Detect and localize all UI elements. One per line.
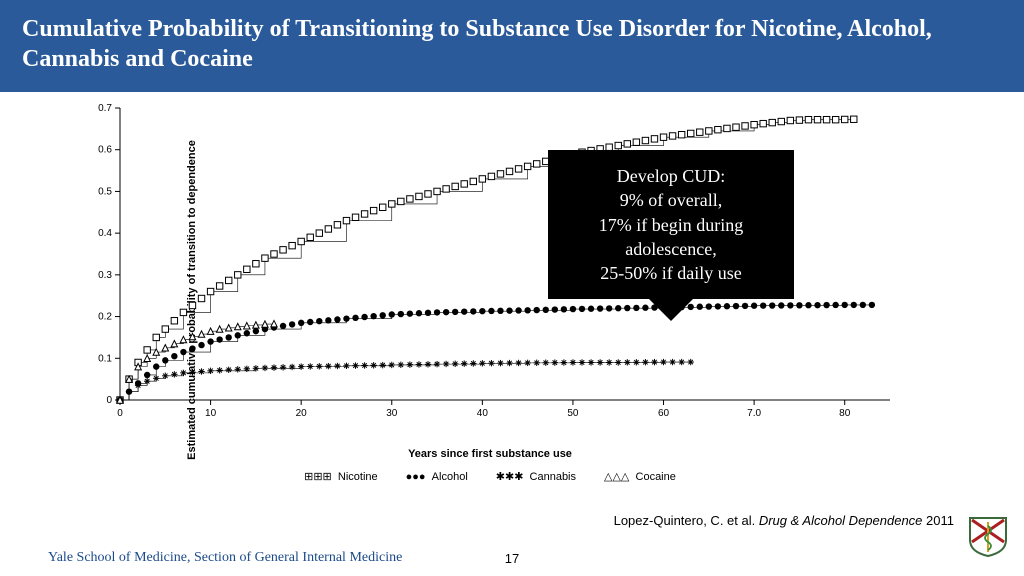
legend-item-nicotine: ⊞⊞⊞ Nicotine <box>304 471 378 483</box>
callout-line: 17% if begin during <box>568 213 774 237</box>
legend-item-cannabis: ✱✱✱ Cannabis <box>496 471 576 483</box>
yale-shield-logo <box>966 514 1010 558</box>
svg-text:50: 50 <box>567 408 579 419</box>
svg-text:0: 0 <box>106 395 112 406</box>
citation-journal: Drug & Alcohol Dependence <box>759 513 923 528</box>
svg-text:30: 30 <box>386 408 398 419</box>
citation-text: Lopez-Quintero, C. et al. Drug & Alcohol… <box>614 513 954 528</box>
svg-text:0.6: 0.6 <box>98 145 112 156</box>
page-number: 17 <box>505 551 519 566</box>
svg-text:60: 60 <box>658 408 670 419</box>
legend-item-cocaine: △△△ Cocaine <box>604 471 676 483</box>
x-axis-label: Years since first substance use <box>80 448 900 460</box>
callout-speech-bubble: Develop CUD:9% of overall,17% if begin d… <box>548 150 794 299</box>
title-bar: Cumulative Probability of Transitioning … <box>0 0 1024 92</box>
callout-line: 9% of overall, <box>568 188 774 212</box>
slide-title: Cumulative Probability of Transitioning … <box>22 16 932 72</box>
svg-text:0.3: 0.3 <box>98 270 112 281</box>
svg-text:80: 80 <box>839 408 851 419</box>
citation-author: Lopez-Quintero, C. et al. <box>614 513 759 528</box>
svg-text:0.4: 0.4 <box>98 228 112 239</box>
svg-text:0: 0 <box>117 408 123 419</box>
svg-text:0.2: 0.2 <box>98 312 112 323</box>
callout-line: Develop CUD: <box>568 164 774 188</box>
citation-year: 2011 <box>922 513 954 528</box>
legend-item-alcohol: ●●● Alcohol <box>406 471 468 483</box>
callout-line: adolescence, <box>568 237 774 261</box>
svg-text:10: 10 <box>205 408 217 419</box>
chart-container: Estimated cumulative probability of tran… <box>40 100 940 500</box>
chart-legend: ⊞⊞⊞ Nicotine ●●● Alcohol ✱✱✱ Cannabis △△△ C… <box>80 470 900 483</box>
callout-line: 25-50% if daily use <box>568 261 774 285</box>
svg-text:0.7: 0.7 <box>98 103 112 114</box>
svg-text:40: 40 <box>477 408 489 419</box>
svg-text:0.1: 0.1 <box>98 353 112 364</box>
svg-text:0.5: 0.5 <box>98 186 112 197</box>
svg-text:20: 20 <box>296 408 308 419</box>
svg-text:7.0: 7.0 <box>747 408 761 419</box>
footer-affiliation: Yale School of Medicine, Section of Gene… <box>48 550 402 566</box>
